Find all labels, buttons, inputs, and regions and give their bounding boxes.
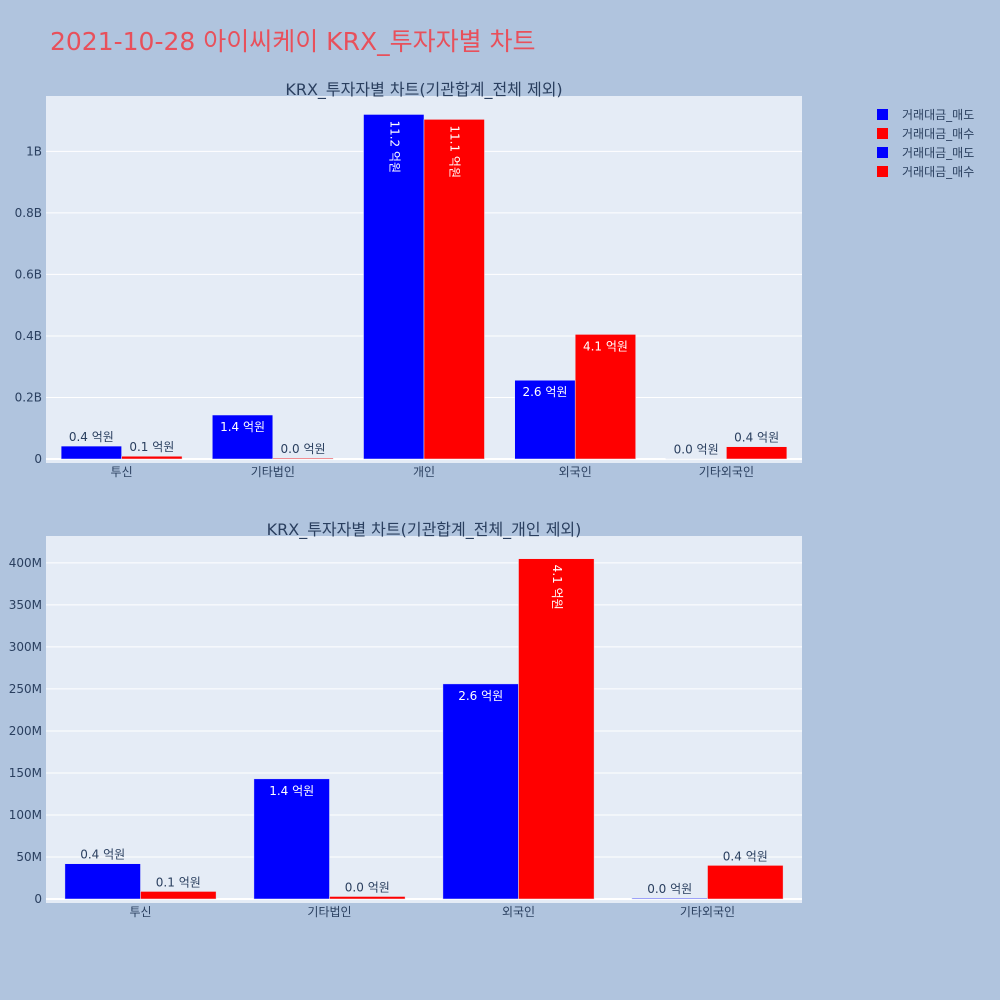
bar[interactable] — [121, 455, 183, 460]
y-tick-label: 150M — [9, 766, 42, 780]
legend-swatch[interactable] — [877, 147, 888, 158]
page-title: 2021-10-28 아이씨케이 KRX_투자자별 차트 — [50, 27, 536, 56]
legend-label[interactable]: 거래대금_매도 — [902, 146, 974, 160]
bar[interactable] — [329, 896, 406, 900]
data-label: 2.6 억원 — [522, 385, 567, 399]
chart-title: KRX_투자자별 차트(기관합계_전체 제외) — [285, 80, 562, 100]
data-label: 0.4 억원 — [723, 849, 768, 863]
bar[interactable] — [442, 683, 519, 900]
x-tick-label: 기타외국인 — [680, 905, 735, 919]
bar[interactable] — [574, 334, 636, 460]
data-label: 0.0 억원 — [281, 442, 326, 456]
legend-label[interactable]: 거래대금_매수 — [902, 127, 974, 141]
y-tick-label: 0.6B — [15, 267, 42, 281]
bar[interactable] — [363, 114, 425, 460]
x-tick-label: 투신 — [111, 465, 133, 479]
legend-swatch[interactable] — [877, 166, 888, 177]
chart-2-group: 0 50M 100M 150M 200M 250M 300M 350M 400M KRX_투자자별… — [9, 520, 802, 919]
bar[interactable] — [514, 379, 576, 460]
y-tick-label: 350M — [9, 598, 42, 612]
x-tick-label: 기타외국인 — [699, 465, 754, 479]
y-tick-label: 0.8B — [15, 206, 42, 220]
data-label: 1.4 억원 — [220, 420, 265, 434]
legend-label[interactable]: 거래대금_매수 — [902, 165, 974, 179]
y-tick-label: 250M — [9, 682, 42, 696]
legend-label[interactable]: 거래대금_매도 — [902, 108, 974, 122]
legend-swatch[interactable] — [877, 109, 888, 120]
y-tick-label: 300M — [9, 640, 42, 654]
bar[interactable] — [140, 891, 217, 900]
bar[interactable] — [423, 119, 485, 460]
data-label: 0.0 억원 — [674, 443, 719, 457]
x-tick-label: 외국인 — [559, 465, 592, 479]
bar[interactable] — [64, 863, 141, 900]
data-label: 0.4 억원 — [80, 848, 125, 862]
data-label: 0.4 억원 — [69, 430, 114, 444]
y-tick-label: 0 — [34, 892, 42, 906]
data-label: 1.4 억원 — [269, 784, 314, 798]
data-label: 0.0 억원 — [647, 882, 692, 896]
bar[interactable] — [726, 446, 788, 460]
bar[interactable] — [707, 865, 784, 900]
y-tick-label: 50M — [16, 850, 42, 864]
y-tick-label: 0 — [34, 452, 42, 466]
data-label: 4.1 억원 — [583, 339, 628, 353]
data-label: 0.0 억원 — [345, 880, 390, 894]
bar[interactable] — [253, 778, 330, 900]
y-tick-label: 0.4B — [15, 329, 42, 343]
bar[interactable] — [665, 458, 727, 460]
x-tick-label: 개인 — [413, 465, 435, 479]
x-tick-label: 외국인 — [502, 905, 535, 919]
x-tick-label: 기타법인 — [251, 465, 295, 479]
x-tick-label: 투신 — [129, 905, 151, 919]
bar[interactable] — [272, 457, 334, 460]
bar[interactable] — [212, 414, 274, 460]
y-tick-label: 400M — [9, 556, 42, 570]
chart-title: KRX_투자자별 차트(기관합계_전체_개인 제외) — [267, 520, 582, 540]
x-tick-label: 기타법인 — [307, 905, 351, 919]
data-label: 0.1 억원 — [156, 875, 201, 889]
y-tick-label: 100M — [9, 808, 42, 822]
bar[interactable] — [60, 445, 122, 460]
bar[interactable] — [518, 558, 595, 900]
data-label: 0.4 억원 — [734, 431, 779, 445]
data-label: 0.1 억원 — [129, 440, 174, 454]
y-tick-label: 0.2B — [15, 390, 42, 404]
data-label: 4.1 억원 — [550, 565, 564, 610]
data-label: 2.6 억원 — [458, 689, 503, 703]
bar[interactable] — [631, 897, 708, 900]
data-label: 11.1 억원 — [448, 125, 462, 178]
plot-area — [46, 536, 802, 903]
data-label: 11.2 억원 — [387, 120, 401, 173]
legend-swatch[interactable] — [877, 128, 888, 139]
chart-1-group: 0 0.2B 0.4B 0.6B 0.8B 1B KRX_투자자별 차트(기관합계_전체 제… — [15, 80, 802, 479]
y-tick-label: 1B — [26, 144, 42, 158]
y-tick-label: 200M — [9, 724, 42, 738]
